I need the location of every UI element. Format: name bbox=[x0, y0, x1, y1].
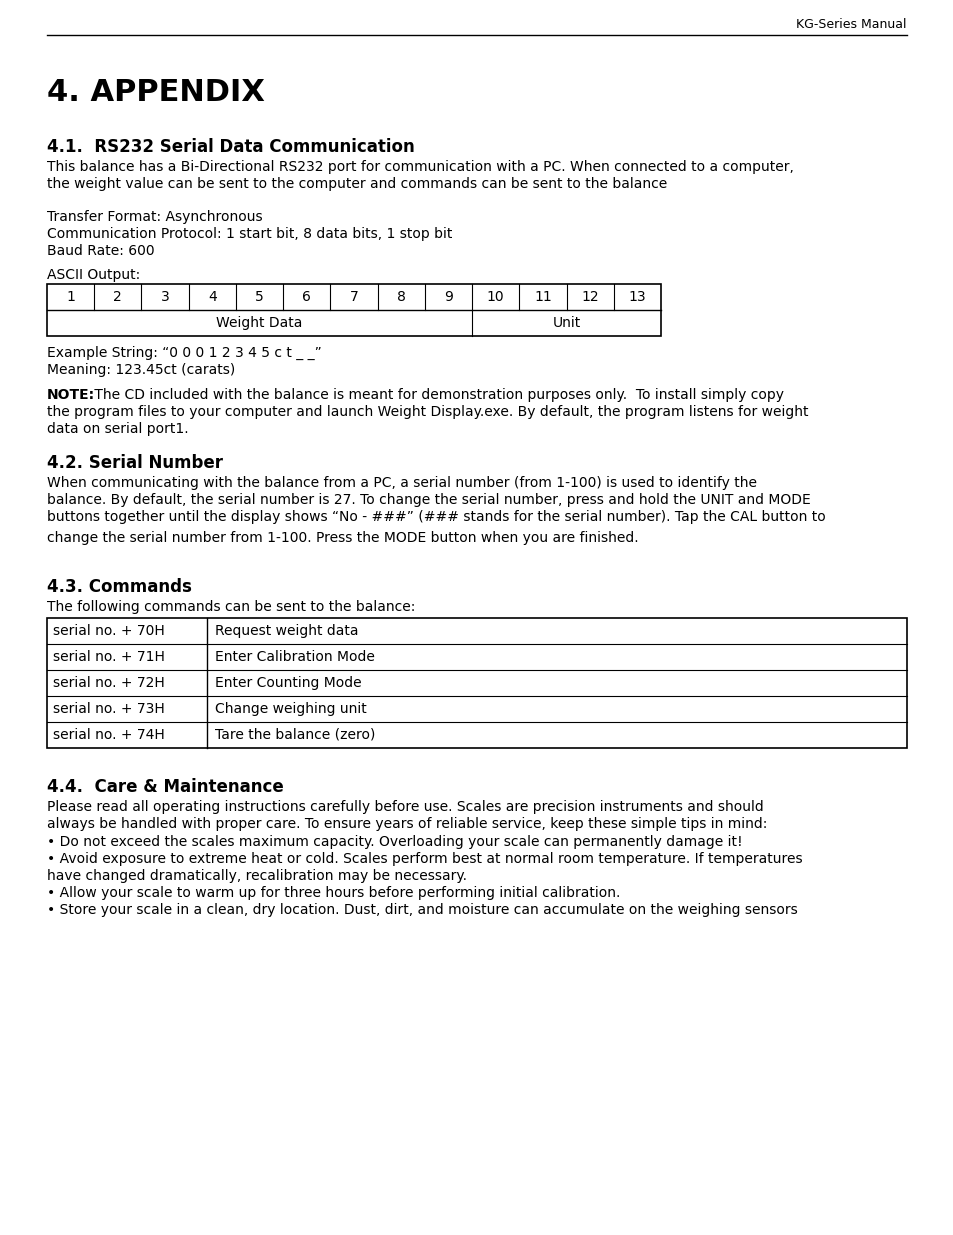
Text: serial no. + 70H: serial no. + 70H bbox=[53, 624, 165, 638]
Text: 5: 5 bbox=[254, 290, 264, 304]
Text: buttons together until the display shows “No - ###” (### stands for the serial n: buttons together until the display shows… bbox=[47, 510, 825, 524]
Text: When communicating with the balance from a PC, a serial number (from 1-100) is u: When communicating with the balance from… bbox=[47, 475, 757, 490]
Text: Enter Counting Mode: Enter Counting Mode bbox=[214, 676, 361, 690]
Text: Meaning: 123.45ct (carats): Meaning: 123.45ct (carats) bbox=[47, 363, 235, 377]
Text: serial no. + 72H: serial no. + 72H bbox=[53, 676, 165, 690]
Text: Request weight data: Request weight data bbox=[214, 624, 358, 638]
Text: 2: 2 bbox=[113, 290, 122, 304]
Text: 10: 10 bbox=[486, 290, 504, 304]
Text: ASCII Output:: ASCII Output: bbox=[47, 268, 140, 282]
Text: Communication Protocol: 1 start bit, 8 data bits, 1 stop bit: Communication Protocol: 1 start bit, 8 d… bbox=[47, 227, 452, 241]
Text: the program files to your computer and launch Weight Display.exe. By default, th: the program files to your computer and l… bbox=[47, 405, 807, 419]
Bar bbox=[47, 618, 906, 748]
Text: 4.3. Commands: 4.3. Commands bbox=[47, 578, 192, 597]
Text: 9: 9 bbox=[443, 290, 453, 304]
Text: 11: 11 bbox=[534, 290, 551, 304]
Bar bbox=[47, 284, 660, 336]
Text: Weight Data: Weight Data bbox=[216, 316, 302, 330]
Text: always be handled with proper care. To ensure years of reliable service, keep th: always be handled with proper care. To e… bbox=[47, 818, 766, 831]
Text: 4: 4 bbox=[208, 290, 216, 304]
Text: Change weighing unit: Change weighing unit bbox=[214, 701, 366, 716]
Text: 4.2. Serial Number: 4.2. Serial Number bbox=[47, 454, 223, 472]
Text: change the serial number from 1-100. Press the MODE button when you are finished: change the serial number from 1-100. Pre… bbox=[47, 531, 638, 545]
Text: 3: 3 bbox=[160, 290, 170, 304]
Text: 4.1.  RS232 Serial Data Communication: 4.1. RS232 Serial Data Communication bbox=[47, 138, 415, 156]
Text: 8: 8 bbox=[396, 290, 405, 304]
Text: Please read all operating instructions carefully before use. Scales are precisio: Please read all operating instructions c… bbox=[47, 800, 763, 814]
Text: 12: 12 bbox=[580, 290, 598, 304]
Text: 4.4.  Care & Maintenance: 4.4. Care & Maintenance bbox=[47, 778, 283, 797]
Text: • Avoid exposure to extreme heat or cold. Scales perform best at normal room tem: • Avoid exposure to extreme heat or cold… bbox=[47, 852, 801, 866]
Text: the weight value can be sent to the computer and commands can be sent to the bal: the weight value can be sent to the comp… bbox=[47, 177, 666, 191]
Text: 7: 7 bbox=[349, 290, 358, 304]
Text: 1: 1 bbox=[66, 290, 75, 304]
Text: • Do not exceed the scales maximum capacity. Overloading your scale can permanen: • Do not exceed the scales maximum capac… bbox=[47, 835, 741, 848]
Text: balance. By default, the serial number is 27. To change the serial number, press: balance. By default, the serial number i… bbox=[47, 493, 810, 508]
Text: Transfer Format: Asynchronous: Transfer Format: Asynchronous bbox=[47, 210, 262, 224]
Text: 6: 6 bbox=[302, 290, 311, 304]
Text: The following commands can be sent to the balance:: The following commands can be sent to th… bbox=[47, 600, 415, 614]
Text: KG-Series Manual: KG-Series Manual bbox=[796, 19, 906, 32]
Text: have changed dramatically, recalibration may be necessary.: have changed dramatically, recalibration… bbox=[47, 869, 467, 883]
Text: Unit: Unit bbox=[552, 316, 580, 330]
Text: serial no. + 71H: serial no. + 71H bbox=[53, 650, 165, 664]
Text: 4. APPENDIX: 4. APPENDIX bbox=[47, 78, 265, 107]
Text: The CD included with the balance is meant for demonstration purposes only.  To i: The CD included with the balance is mean… bbox=[90, 388, 783, 403]
Text: • Store your scale in a clean, dry location. Dust, dirt, and moisture can accumu: • Store your scale in a clean, dry locat… bbox=[47, 903, 797, 918]
Text: This balance has a Bi-Directional RS232 port for communication with a PC. When c: This balance has a Bi-Directional RS232 … bbox=[47, 161, 793, 174]
Text: NOTE:: NOTE: bbox=[47, 388, 95, 403]
Text: Baud Rate: 600: Baud Rate: 600 bbox=[47, 245, 154, 258]
Text: Enter Calibration Mode: Enter Calibration Mode bbox=[214, 650, 375, 664]
Text: • Allow your scale to warm up for three hours before performing initial calibrat: • Allow your scale to warm up for three … bbox=[47, 885, 619, 900]
Text: serial no. + 74H: serial no. + 74H bbox=[53, 727, 165, 742]
Text: Tare the balance (zero): Tare the balance (zero) bbox=[214, 727, 375, 742]
Text: data on serial port1.: data on serial port1. bbox=[47, 422, 189, 436]
Text: serial no. + 73H: serial no. + 73H bbox=[53, 701, 165, 716]
Text: 13: 13 bbox=[628, 290, 645, 304]
Text: Example String: “0 0 0 1 2 3 4 5 c t _ _”: Example String: “0 0 0 1 2 3 4 5 c t _ _… bbox=[47, 346, 321, 361]
